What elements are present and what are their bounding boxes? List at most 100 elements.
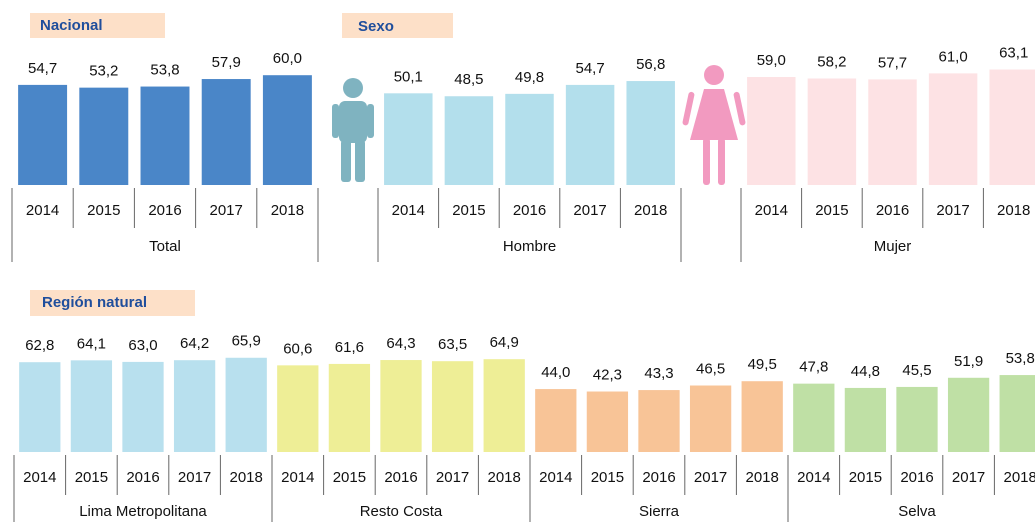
x-tick-label: 2017: [210, 202, 243, 219]
bar: [505, 93, 554, 185]
group-label: Hombre: [503, 238, 556, 255]
x-tick-label: 2018: [271, 202, 304, 219]
group-label: Selva: [898, 503, 936, 520]
value-label: 48,5: [454, 71, 483, 88]
x-tick-label: 2017: [573, 202, 606, 219]
value-label: 53,8: [150, 62, 179, 79]
bar: [444, 96, 494, 185]
x-tick-label: 2014: [539, 469, 572, 486]
bar: [70, 360, 113, 452]
value-label: 54,7: [28, 60, 57, 77]
bar: [225, 357, 267, 452]
x-tick-label: 2017: [178, 469, 211, 486]
bar: [947, 377, 990, 452]
value-label: 60,6: [283, 340, 312, 357]
value-label: 54,7: [575, 60, 604, 77]
value-label: 42,3: [593, 366, 622, 383]
value-label: 50,1: [394, 68, 423, 85]
bar: [535, 389, 577, 452]
bar: [868, 79, 917, 185]
x-tick-label: 2015: [815, 202, 848, 219]
value-label: 53,2: [89, 63, 118, 80]
bar: [565, 84, 615, 185]
x-tick-label: 2016: [900, 469, 933, 486]
bar: [689, 385, 732, 452]
group-label: Total: [149, 238, 181, 255]
bar: [626, 81, 675, 185]
value-label: 57,9: [212, 54, 241, 71]
bar: [483, 359, 525, 452]
section-box: [342, 13, 453, 38]
bar: [328, 363, 371, 452]
value-label: 60,0: [273, 50, 302, 67]
x-tick-label: 2018: [1004, 469, 1035, 486]
value-label: 57,7: [878, 54, 907, 71]
group-label: Mujer: [874, 238, 912, 255]
bar: [19, 362, 61, 452]
x-tick-label: 2018: [746, 469, 779, 486]
value-label: 59,0: [757, 52, 786, 69]
bar: [431, 361, 474, 452]
bar: [380, 360, 422, 452]
x-tick-label: 2015: [591, 469, 624, 486]
x-tick-label: 2018: [634, 202, 667, 219]
value-label: 64,9: [490, 334, 519, 351]
x-tick-label: 2018: [488, 469, 521, 486]
bar: [989, 69, 1035, 185]
x-tick-label: 2014: [797, 469, 830, 486]
value-label: 53,8: [1006, 350, 1035, 367]
x-tick-label: 2016: [513, 202, 546, 219]
value-label: 63,5: [438, 336, 467, 353]
x-tick-label: 2014: [392, 202, 425, 219]
value-label: 44,0: [541, 364, 570, 381]
bar: [844, 387, 887, 452]
bar: [79, 87, 129, 185]
x-tick-label: 2015: [87, 202, 120, 219]
bar: [201, 79, 251, 185]
value-label: 64,1: [77, 335, 106, 352]
bar: [173, 360, 216, 452]
value-label: 44,8: [851, 363, 880, 380]
value-label: 45,5: [902, 362, 931, 379]
bar: [638, 390, 680, 452]
bar: [122, 361, 164, 452]
value-label: 64,3: [386, 335, 415, 352]
bar: [384, 93, 433, 185]
value-label: 61,6: [335, 339, 364, 356]
x-tick-label: 2016: [148, 202, 181, 219]
value-label: 63,0: [128, 337, 157, 354]
bar: [793, 383, 835, 452]
value-label: 58,2: [817, 53, 846, 70]
x-tick-label: 2017: [694, 469, 727, 486]
bar: [586, 391, 629, 452]
group-label: Lima Metropolitana: [79, 503, 207, 520]
x-tick-label: 2017: [936, 202, 969, 219]
bar: [741, 381, 783, 452]
section-title: Sexo: [358, 18, 394, 35]
bar: [18, 84, 68, 185]
x-tick-label: 2016: [642, 469, 675, 486]
bar: [140, 86, 190, 185]
value-label: 46,5: [696, 360, 725, 377]
bar: [262, 75, 312, 185]
man-icon: [332, 78, 374, 182]
value-label: 56,8: [636, 56, 665, 73]
value-label: 65,9: [232, 333, 261, 350]
bar: [747, 77, 796, 185]
x-tick-label: 2015: [333, 469, 366, 486]
bar: [896, 386, 938, 452]
woman-icon: [682, 65, 746, 185]
value-label: 47,8: [799, 359, 828, 376]
x-tick-label: 2017: [436, 469, 469, 486]
section-box: [30, 290, 195, 316]
value-label: 62,8: [25, 337, 54, 354]
x-tick-label: 2014: [755, 202, 788, 219]
value-label: 51,9: [954, 353, 983, 370]
x-tick-label: 2014: [281, 469, 314, 486]
x-tick-label: 2018: [230, 469, 263, 486]
bar: [807, 78, 857, 185]
group-label: Sierra: [639, 503, 680, 520]
x-tick-label: 2014: [23, 469, 56, 486]
value-label: 64,2: [180, 335, 209, 352]
bar: [928, 73, 978, 185]
